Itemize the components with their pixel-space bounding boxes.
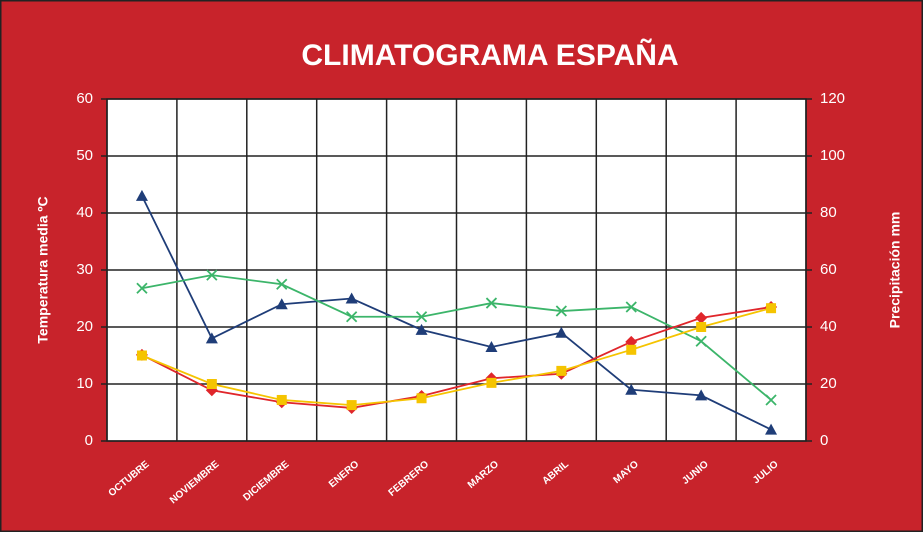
marker (415, 311, 428, 323)
chart-title: CLIMATOGRAMA ESPAÑA (301, 38, 678, 72)
marker (555, 326, 568, 338)
marker (416, 393, 427, 404)
marker (485, 297, 498, 309)
marker (206, 379, 217, 389)
y-tick-label: 20 (76, 318, 93, 335)
y-tick-label: 40 (76, 204, 93, 221)
marker (695, 335, 707, 347)
series-line (141, 307, 772, 406)
y2-tick-label: 60 (820, 261, 837, 278)
y-axis-label: Temperatura media ºC (35, 196, 51, 343)
marker (485, 340, 498, 352)
marker (276, 278, 288, 290)
marker (555, 305, 567, 317)
marker (766, 303, 777, 314)
marker (345, 292, 358, 304)
marker (136, 350, 147, 361)
marker (556, 365, 567, 376)
marker (625, 383, 638, 395)
y-tick-label: 30 (76, 261, 93, 278)
y2-tick-label: 80 (820, 204, 837, 221)
series-line (141, 306, 772, 409)
marker (415, 323, 428, 335)
marker (486, 377, 497, 388)
marker (346, 311, 358, 323)
marker (695, 311, 708, 324)
marker (135, 189, 148, 201)
marker (276, 394, 287, 405)
y2-tick-label: 100 (820, 147, 845, 164)
y-tick-label: 60 (76, 90, 93, 107)
y-tick-label: 50 (76, 147, 93, 164)
marker (626, 344, 637, 355)
marker (696, 322, 707, 332)
series-line (141, 195, 772, 431)
y2-tick-label: 20 (820, 375, 837, 392)
y2-tick-label: 120 (820, 90, 845, 107)
marker (765, 394, 777, 406)
marker (765, 423, 778, 435)
marker (625, 301, 637, 313)
marker (346, 400, 357, 411)
y2-axis-label: Precipitación mm (887, 212, 903, 329)
y2-tick-label: 0 (820, 432, 828, 449)
y-tick-label: 10 (76, 375, 93, 392)
marker (275, 298, 288, 310)
series-line (141, 274, 772, 401)
plot-border (106, 98, 807, 442)
marker (136, 282, 148, 294)
marker (206, 269, 218, 281)
marker (695, 389, 708, 401)
marker (205, 332, 218, 344)
y-tick-label: 0 (85, 432, 93, 449)
y2-tick-label: 40 (820, 318, 837, 335)
